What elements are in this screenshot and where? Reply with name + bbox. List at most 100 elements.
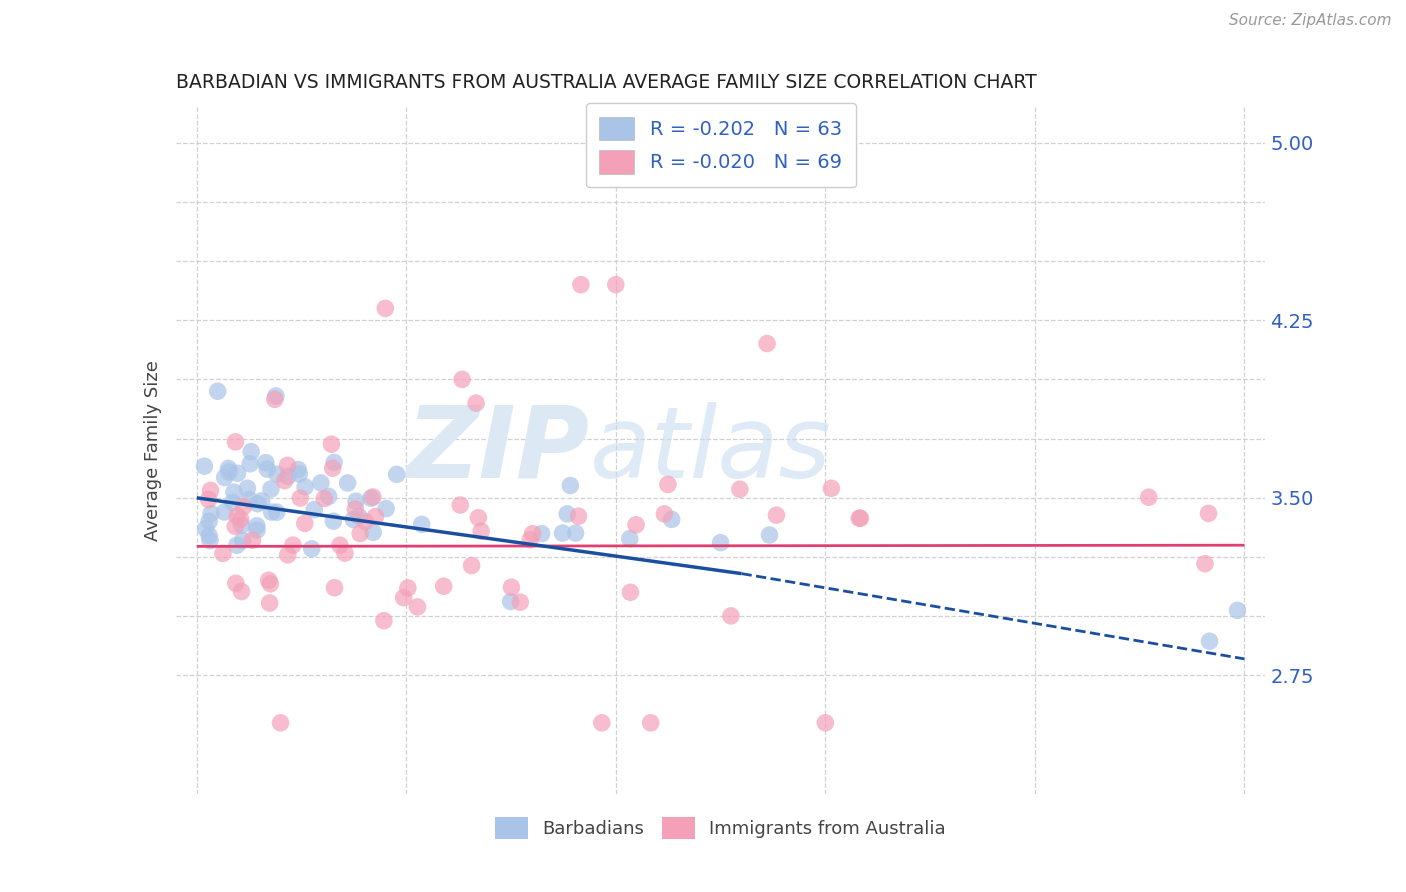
Point (226, 467, 249, 481)
Point (232, 533, 254, 548)
Point (232, 500, 254, 514)
Point (309, 475, 332, 490)
Point (820, 481, 842, 495)
Point (392, 591, 415, 605)
Point (238, 492, 260, 507)
Point (263, 392, 285, 407)
Point (354, 515, 377, 529)
Point (460, 558, 482, 573)
Point (277, 548, 299, 562)
Point (360, 491, 382, 505)
Point (207, 384, 229, 399)
Point (277, 458, 299, 473)
Point (564, 526, 586, 541)
Point (605, 277, 627, 292)
Point (347, 509, 370, 524)
Point (304, 502, 326, 516)
Point (385, 467, 408, 482)
Point (619, 532, 641, 546)
Point (1198, 634, 1220, 648)
Point (411, 517, 433, 532)
Point (277, 469, 299, 483)
Point (467, 510, 489, 524)
Point (624, 517, 647, 532)
Point (373, 614, 395, 628)
Point (212, 546, 235, 560)
Point (287, 462, 309, 476)
Point (225, 576, 247, 591)
Point (224, 519, 246, 533)
Point (225, 538, 247, 552)
Point (281, 538, 304, 552)
Point (226, 509, 249, 524)
Point (499, 594, 522, 608)
Point (200, 483, 222, 498)
Text: ZIP: ZIP (406, 402, 591, 499)
Point (259, 596, 281, 610)
Point (254, 456, 277, 470)
Point (344, 494, 367, 508)
Point (260, 505, 283, 519)
Point (229, 512, 252, 526)
Point (266, 467, 288, 482)
Point (657, 477, 679, 491)
Point (375, 501, 398, 516)
Text: Source: ZipAtlas.com: Source: ZipAtlas.com (1229, 13, 1392, 29)
Point (519, 533, 541, 547)
Point (619, 585, 641, 599)
Point (314, 491, 336, 506)
Point (214, 470, 236, 484)
Point (349, 526, 371, 541)
Point (433, 579, 456, 593)
Point (501, 580, 523, 594)
Point (560, 478, 582, 492)
Point (240, 444, 263, 458)
Point (294, 516, 316, 531)
Point (194, 522, 217, 536)
Point (1198, 507, 1220, 521)
Point (364, 509, 387, 524)
Point (266, 505, 288, 519)
Point (336, 475, 359, 490)
Point (509, 595, 531, 609)
Point (193, 459, 215, 474)
Point (661, 512, 683, 526)
Point (231, 518, 253, 533)
Point (1137, 490, 1160, 504)
Point (470, 524, 492, 539)
Point (200, 507, 222, 521)
Point (848, 511, 870, 525)
Point (260, 482, 283, 496)
Point (640, 715, 662, 730)
Point (374, 301, 396, 316)
Point (236, 481, 259, 495)
Point (256, 462, 278, 476)
Point (270, 715, 292, 730)
Point (323, 581, 346, 595)
Point (449, 498, 471, 512)
Point (406, 599, 429, 614)
Point (198, 533, 221, 548)
Point (551, 526, 574, 541)
Point (257, 573, 280, 587)
Text: BARBADIAN VS IMMIGRANTS FROM AUSTRALIA AVERAGE FAMILY SIZE CORRELATION CHART: BARBADIAN VS IMMIGRANTS FROM AUSTRALIA A… (176, 72, 1036, 92)
Point (246, 497, 269, 511)
Point (361, 525, 384, 540)
Point (530, 526, 553, 541)
Point (318, 489, 340, 503)
Point (756, 336, 779, 351)
Point (273, 474, 295, 488)
Point (451, 372, 474, 386)
Point (198, 528, 221, 542)
Point (814, 715, 837, 730)
Point (231, 584, 253, 599)
Point (222, 485, 245, 500)
Point (710, 535, 733, 549)
Point (465, 396, 488, 410)
Point (849, 511, 872, 525)
Point (246, 519, 269, 533)
Point (555, 507, 578, 521)
Point (294, 480, 316, 494)
Point (323, 456, 346, 470)
Point (333, 546, 356, 560)
